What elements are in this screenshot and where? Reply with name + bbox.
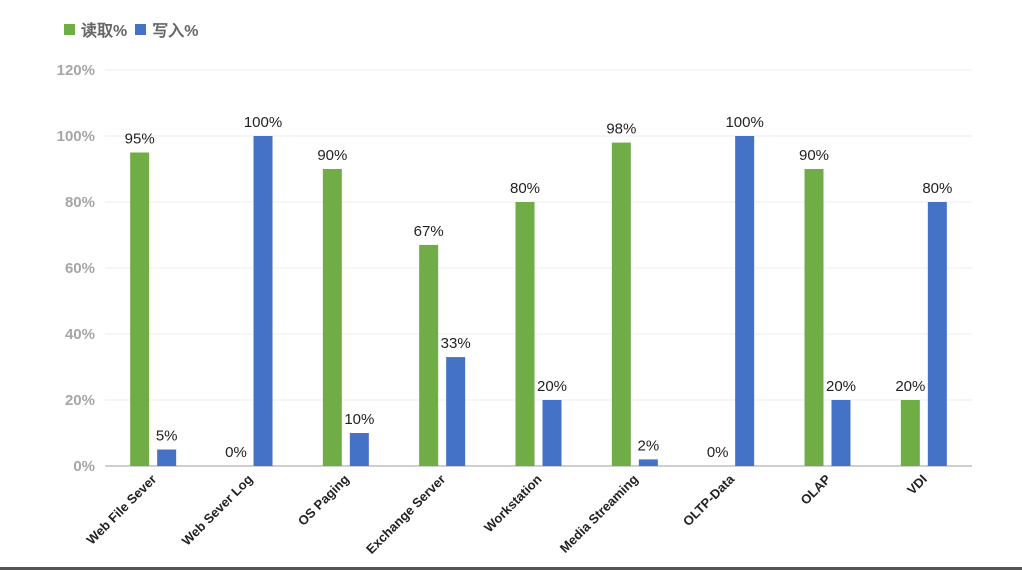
data-label: 0% — [707, 444, 729, 461]
y-tick-label: 80% — [65, 194, 95, 211]
data-label: 67% — [414, 223, 444, 240]
y-tick-label: 40% — [65, 326, 95, 343]
bar-read — [322, 169, 342, 466]
data-label: 5% — [156, 428, 178, 445]
bar-read — [611, 142, 631, 466]
data-label: 80% — [510, 180, 540, 197]
y-tick-label: 100% — [57, 128, 95, 145]
data-label: 98% — [606, 121, 636, 138]
data-label: 33% — [441, 335, 471, 352]
data-label: 90% — [799, 147, 829, 164]
bar-write — [253, 136, 273, 466]
legend-item-write: 写入% — [135, 17, 198, 41]
bottom-border — [0, 567, 1022, 570]
x-tick-label: VDI — [904, 472, 930, 498]
data-label: 100% — [244, 114, 282, 131]
y-tick-label: 20% — [65, 392, 95, 409]
data-label: 100% — [725, 114, 763, 131]
bar-read — [419, 244, 439, 466]
legend-item-read: 读取% — [64, 17, 127, 41]
bar-write — [638, 459, 658, 466]
y-tick-label: 120% — [57, 62, 95, 79]
x-tick-label: Exchange Server — [363, 472, 448, 557]
x-tick-label: Web File Sever — [83, 472, 159, 548]
legend-label-read: 读取% — [81, 23, 128, 40]
bar-read — [515, 202, 535, 466]
bar-write — [735, 136, 755, 466]
x-tick-label: Workstation — [481, 471, 545, 535]
bar-read — [130, 152, 150, 466]
bar-write — [831, 400, 851, 466]
x-tick-label: OLAP — [797, 471, 833, 507]
x-tick-label: OLTP-Data — [680, 471, 738, 529]
data-label: 20% — [537, 378, 567, 395]
data-label: 20% — [826, 378, 856, 395]
bar-write — [157, 449, 177, 466]
data-label: 10% — [344, 411, 374, 428]
data-label: 80% — [922, 180, 952, 197]
bar-write — [542, 400, 562, 466]
legend-label-write: 写入% — [152, 23, 199, 40]
bar-write — [927, 202, 947, 466]
data-label: 90% — [317, 147, 347, 164]
data-label: 20% — [895, 378, 925, 395]
data-label: 0% — [225, 444, 247, 461]
x-tick-label: OS Paging — [295, 471, 352, 528]
x-tick-label: Media Streaming — [557, 471, 641, 555]
bar-write — [446, 357, 466, 466]
legend-swatch-write — [135, 23, 147, 35]
bar-write — [349, 433, 369, 466]
data-label: 95% — [125, 131, 155, 148]
legend-swatch-read — [64, 23, 75, 35]
data-label: 2% — [637, 437, 659, 454]
bar-read — [804, 169, 824, 466]
y-tick-label: 0% — [73, 458, 95, 475]
y-tick-label: 60% — [65, 260, 95, 277]
legend: 读取% 写入% — [64, 17, 206, 41]
x-tick-label: Web Sever Log — [179, 471, 256, 548]
bar-read — [900, 400, 920, 466]
